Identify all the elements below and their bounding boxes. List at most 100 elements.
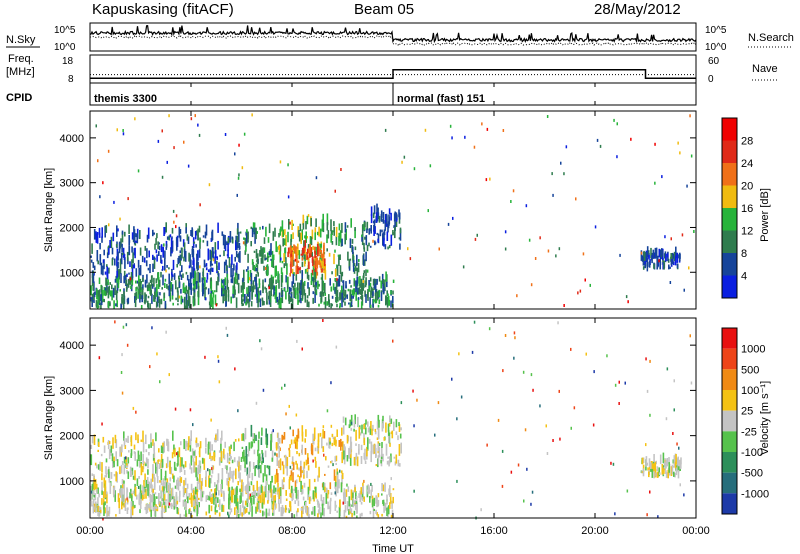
- scatter-cell: [387, 423, 390, 432]
- scatter-cell: [652, 463, 654, 472]
- scatter-cell: [168, 373, 170, 377]
- scatter-cell: [313, 438, 315, 441]
- scatter-cell: [189, 438, 191, 446]
- scatter-cell: [173, 461, 176, 471]
- scatter-cell: [104, 475, 107, 478]
- scatter-cell: [153, 442, 155, 452]
- scatter-cell: [363, 496, 365, 502]
- scatter-cell: [353, 280, 356, 285]
- cpid-label: CPID: [6, 92, 32, 104]
- scatter-cell: [264, 267, 267, 270]
- scatter-cell: [224, 465, 227, 469]
- scatter-cell: [312, 297, 314, 304]
- scatter-cell: [236, 273, 239, 285]
- scatter-cell: [296, 287, 299, 294]
- scatter-cell: [255, 227, 257, 240]
- scatter-cell: [186, 234, 189, 241]
- scatter-cell: [176, 507, 179, 514]
- scatter-cell: [625, 295, 628, 299]
- scatter-cell: [359, 283, 361, 288]
- scatter-cell: [255, 268, 258, 272]
- scatter-cell: [142, 490, 144, 495]
- scatter-cell: [672, 465, 675, 468]
- scatter-cell: [249, 291, 251, 302]
- scatter-cell: [260, 470, 262, 473]
- scatter-cell: [302, 496, 305, 501]
- scatter-cell: [134, 292, 136, 297]
- scatter-cell: [193, 506, 195, 512]
- scatter-cell: [247, 483, 249, 496]
- scatter-cell: [103, 477, 106, 488]
- scatter-cell: [334, 456, 337, 462]
- scatter-cell: [225, 289, 227, 302]
- scatter-cell: [261, 300, 264, 306]
- scatter-cell: [278, 487, 281, 499]
- scatter-cell: [387, 295, 390, 306]
- scatter-cell: [673, 408, 675, 412]
- scatter-cell: [312, 245, 314, 250]
- scatter-cell: [245, 508, 248, 513]
- velocity-ylabel: Slant Range [km]: [43, 376, 55, 460]
- scatter-cell: [114, 258, 116, 266]
- scatter-cell: [300, 466, 302, 478]
- scatter-cell: [191, 514, 193, 518]
- scatter-cell: [664, 235, 666, 239]
- scatter-cell: [126, 469, 128, 474]
- scatter-cell: [119, 217, 121, 221]
- scatter-cell: [485, 178, 488, 182]
- scatter-cell: [676, 442, 678, 446]
- scatter-cell: [113, 474, 116, 477]
- scatter-cell: [173, 274, 176, 280]
- scatter-cell: [397, 435, 399, 441]
- scatter-cell: [205, 297, 207, 301]
- scatter-cell: [157, 459, 159, 464]
- scatter-cell: [399, 433, 402, 439]
- scatter-cell: [381, 442, 383, 448]
- scatter-cell: [142, 277, 144, 282]
- scatter-cell: [294, 439, 297, 449]
- scatter-cell: [158, 493, 160, 505]
- scatter-cell: [651, 255, 653, 258]
- y-tick-label: 3000: [60, 178, 84, 190]
- scatter-cell: [270, 442, 272, 450]
- colorbar-swatch: [722, 185, 737, 208]
- scatter-cell: [355, 452, 358, 460]
- scatter-cell: [199, 272, 201, 283]
- scatter-cell: [321, 282, 324, 288]
- scatter-cell: [302, 282, 304, 288]
- scatter-cell: [257, 253, 259, 265]
- scatter-cell: [93, 495, 96, 498]
- scatter-cell: [98, 356, 101, 360]
- scatter-cell: [140, 439, 143, 442]
- scatter-cell: [256, 498, 259, 502]
- scatter-cell: [375, 495, 377, 504]
- scatter-cell: [380, 459, 382, 464]
- scatter-cell: [669, 266, 671, 269]
- scatter-cell: [95, 124, 97, 128]
- scatter-cell: [191, 266, 193, 278]
- scatter-cell: [351, 513, 353, 518]
- scatter-cell: [646, 462, 648, 466]
- scatter-cell: [531, 490, 534, 494]
- scatter-cell: [301, 444, 303, 455]
- scatter-cell: [95, 483, 98, 492]
- scatter-cell: [361, 492, 364, 500]
- scatter-cell: [179, 513, 182, 518]
- date-title: 28/May/2012: [594, 1, 681, 18]
- freq-ytick-right-top: 60: [708, 56, 720, 67]
- scatter-cell: [208, 475, 210, 488]
- scatter-cell: [259, 494, 261, 498]
- scatter-cell: [163, 227, 165, 236]
- scatter-cell: [375, 509, 377, 515]
- scatter-cell: [168, 114, 170, 118]
- scatter-cell: [198, 451, 201, 455]
- scatter-cell: [614, 512, 616, 516]
- scatter-cell: [163, 243, 165, 247]
- scatter-cell: [668, 457, 670, 465]
- scatter-cell: [155, 506, 157, 509]
- scatter-cell: [242, 303, 244, 306]
- scatter-cell: [254, 465, 256, 477]
- scatter-cell: [281, 294, 284, 304]
- scatter-cell: [227, 237, 230, 244]
- scatter-cell: [213, 497, 215, 505]
